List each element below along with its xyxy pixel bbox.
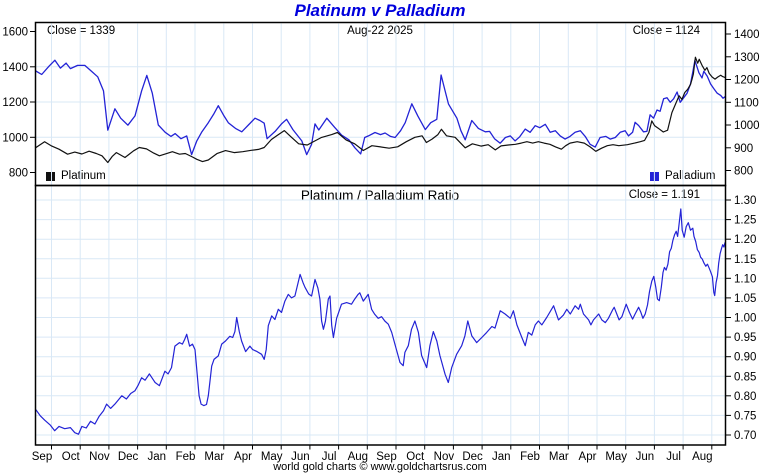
month-label: Dec xyxy=(118,451,139,463)
ratio-axis-label: 1.20 xyxy=(734,234,756,246)
month-label: Jul xyxy=(666,451,681,463)
right-axis-label: 1400 xyxy=(734,29,760,41)
ratio-axis-label: 0.70 xyxy=(734,430,756,442)
ratio-axis-label: 0.90 xyxy=(734,352,756,364)
month-label: Oct xyxy=(406,451,425,463)
footer-credit: world gold charts © www.goldchartsrus.co… xyxy=(273,461,487,473)
ratio-panel-border xyxy=(34,184,727,446)
ratio-axis-label: 1.05 xyxy=(734,293,756,305)
left-axis-label: 1400 xyxy=(2,62,28,74)
month-label: Nov xyxy=(89,451,110,463)
right-axis-label: 1200 xyxy=(734,75,760,87)
right-axis-label: 1000 xyxy=(734,120,760,132)
left-axis-label: 1200 xyxy=(2,97,28,109)
legend-platinum: Platinum xyxy=(46,170,106,182)
month-label: May xyxy=(261,451,283,463)
left-axis-label: 800 xyxy=(9,168,28,180)
left-axis-label: 1000 xyxy=(2,132,28,144)
ratio-axis-label: 0.75 xyxy=(734,410,756,422)
ratio-axis-label: 0.95 xyxy=(734,332,756,344)
right-axis-label: 900 xyxy=(734,143,753,155)
month-label: Feb xyxy=(176,451,196,463)
month-label: Nov xyxy=(434,451,455,463)
month-label: Jun xyxy=(636,451,655,463)
platinum-swatch-icon xyxy=(46,171,55,181)
platinum-line xyxy=(36,56,725,164)
ratio-close-label: Close = 1.191 xyxy=(628,189,700,201)
right-axis-label: 1300 xyxy=(734,52,760,64)
month-label: Jan xyxy=(148,451,167,463)
legend-palladium-label: Palladium xyxy=(665,170,716,182)
month-label: Aug xyxy=(692,451,712,463)
left-axis-label: 1600 xyxy=(2,27,28,39)
month-label: Jul xyxy=(322,451,337,463)
month-label: Jun xyxy=(291,451,310,463)
platinum-close-label: Close = 1339 xyxy=(47,25,116,37)
month-label: Apr xyxy=(234,451,252,463)
month-label: Apr xyxy=(579,451,597,463)
legend-platinum-label: Platinum xyxy=(61,170,106,182)
page-title: Platinum v Palladium xyxy=(294,1,466,20)
month-label: Sep xyxy=(32,451,52,463)
ratio-axis-label: 1.30 xyxy=(734,195,756,207)
month-label: Aug xyxy=(348,451,368,463)
month-label: Feb xyxy=(520,451,540,463)
ratio-axis-label: 0.85 xyxy=(734,371,756,383)
ratio-axis-label: 0.80 xyxy=(734,391,756,403)
ratio-axis-label: 1.00 xyxy=(734,313,756,325)
ratio-line xyxy=(36,208,725,435)
month-label: May xyxy=(605,451,627,463)
month-label: Dec xyxy=(462,451,483,463)
ratio-panel-title: Platinum / Palladium Ratio xyxy=(300,188,460,203)
month-label: Mar xyxy=(549,451,569,463)
right-axis-label: 1100 xyxy=(734,97,759,109)
month-label: Oct xyxy=(62,451,81,463)
palladium-line xyxy=(36,59,725,156)
ratio-axis-label: 1.10 xyxy=(734,273,756,285)
price-panel-border xyxy=(34,21,727,187)
month-label: Mar xyxy=(204,451,224,463)
ratio-axis-label: 1.25 xyxy=(734,215,756,227)
month-label: Sep xyxy=(376,451,396,463)
ratio-axis-label: 1.15 xyxy=(734,254,756,266)
right-axis-label: 800 xyxy=(734,166,753,178)
month-label: Jan xyxy=(492,451,511,463)
